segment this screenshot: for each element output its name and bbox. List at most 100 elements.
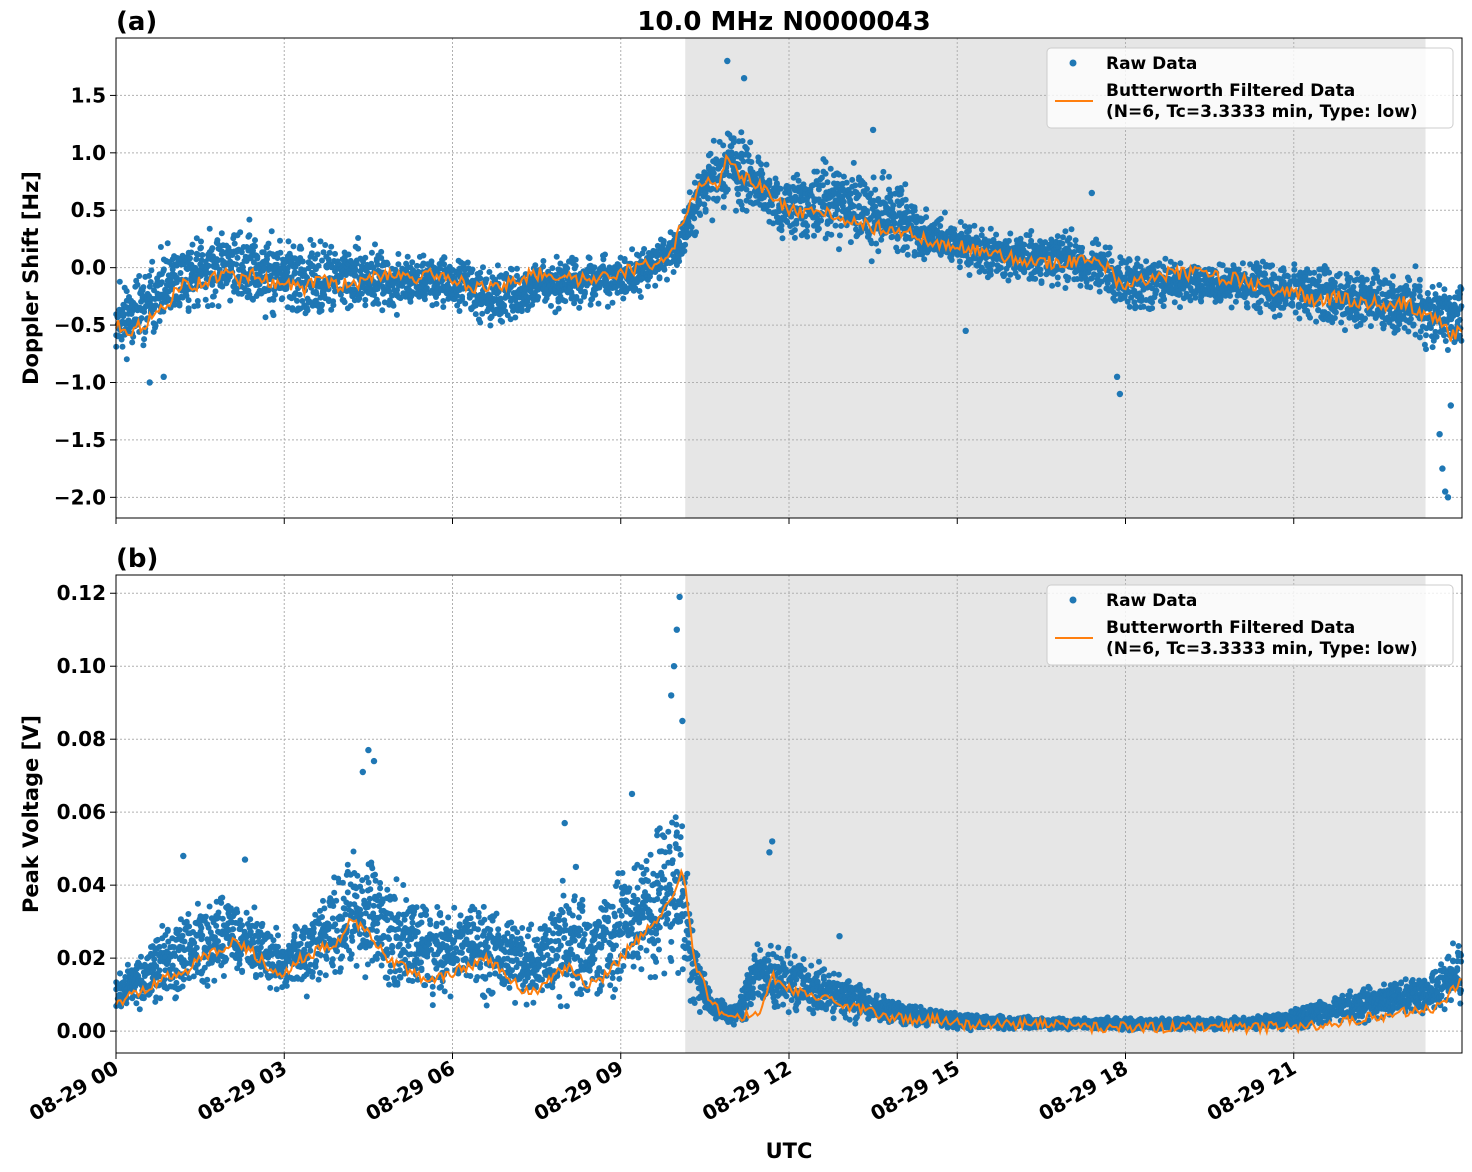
raw-data-point xyxy=(803,228,810,235)
raw-data-point xyxy=(1429,283,1436,290)
raw-data-point xyxy=(1143,258,1150,265)
raw-data-point xyxy=(164,926,171,933)
raw-data-point xyxy=(129,339,136,346)
raw-data-point xyxy=(1332,309,1339,316)
raw-data-point xyxy=(215,938,221,945)
raw-data-point xyxy=(834,206,841,213)
raw-data-point xyxy=(1441,293,1448,300)
raw-data-point xyxy=(307,236,314,243)
raw-data-point xyxy=(836,246,842,253)
raw-data-point xyxy=(185,297,192,304)
raw-data-point xyxy=(362,254,369,261)
raw-data-point xyxy=(872,186,879,193)
raw-data-point xyxy=(1054,281,1061,288)
raw-data-point xyxy=(902,196,909,203)
raw-data-point xyxy=(501,302,507,309)
raw-data-point xyxy=(1394,326,1401,333)
raw-data-point xyxy=(1362,315,1368,322)
raw-data-point xyxy=(1367,323,1374,330)
raw-data-point xyxy=(119,343,126,350)
raw-data-point xyxy=(701,201,708,208)
raw-data-point xyxy=(1095,241,1102,248)
raw-data-point xyxy=(204,976,211,983)
raw-data-point xyxy=(313,290,320,297)
panel-a-y-ticks: 1.51.00.50.0−0.5−1.0−1.5−2.0 xyxy=(54,83,116,509)
raw-data-point xyxy=(572,256,579,263)
raw-data-point xyxy=(686,189,693,196)
raw-data-point xyxy=(815,225,822,232)
raw-data-point xyxy=(864,210,870,216)
raw-data-point xyxy=(1326,269,1333,276)
raw-data-point xyxy=(171,301,178,308)
raw-data-point xyxy=(1059,240,1066,247)
raw-data-point xyxy=(1423,346,1429,353)
raw-data-point xyxy=(420,252,427,259)
raw-data-point xyxy=(213,922,220,929)
raw-data-point xyxy=(233,261,240,268)
raw-data-point xyxy=(495,288,502,295)
raw-data-point xyxy=(239,264,246,271)
raw-data-point xyxy=(215,909,222,916)
raw-data-point xyxy=(779,235,786,242)
raw-data-point xyxy=(870,174,877,181)
raw-data-point xyxy=(847,239,854,246)
raw-data-point xyxy=(289,306,296,313)
raw-data-point xyxy=(589,295,596,302)
raw-data-point xyxy=(777,185,784,192)
raw-data-point xyxy=(707,150,714,157)
raw-data-point xyxy=(971,222,978,229)
raw-data-point xyxy=(203,270,210,276)
raw-data-point xyxy=(508,266,515,273)
raw-outlier-point xyxy=(1439,465,1446,472)
raw-data-point xyxy=(889,233,896,240)
raw-data-point xyxy=(353,260,360,267)
raw-data-point xyxy=(317,238,324,245)
raw-data-point xyxy=(223,956,230,963)
raw-data-point xyxy=(1282,301,1289,308)
raw-data-point xyxy=(1280,267,1287,274)
raw-data-point xyxy=(636,288,643,294)
raw-data-point xyxy=(1244,304,1251,311)
raw-data-point xyxy=(159,922,166,929)
raw-data-point xyxy=(156,967,163,974)
raw-data-point xyxy=(320,249,327,256)
raw-data-point xyxy=(252,237,258,244)
raw-data-point xyxy=(923,206,930,213)
raw-data-point xyxy=(875,248,882,255)
raw-data-point xyxy=(1338,319,1345,326)
raw-data-point xyxy=(179,932,186,939)
raw-data-point xyxy=(745,152,752,159)
raw-data-point xyxy=(1454,311,1461,318)
raw-data-point xyxy=(553,253,560,260)
raw-data-point xyxy=(1289,302,1296,309)
raw-data-point xyxy=(127,324,134,331)
raw-data-point xyxy=(219,915,226,922)
raw-data-point xyxy=(441,254,448,261)
raw-data-point xyxy=(1442,338,1449,344)
raw-data-point xyxy=(832,222,839,229)
raw-data-point xyxy=(246,216,253,223)
raw-data-point xyxy=(202,913,209,920)
raw-data-point xyxy=(652,282,659,289)
raw-data-point xyxy=(299,298,306,304)
raw-data-point xyxy=(1256,264,1263,271)
raw-data-point xyxy=(710,170,717,177)
raw-data-point xyxy=(233,285,240,292)
raw-data-point xyxy=(710,137,717,144)
raw-data-point xyxy=(274,255,281,261)
raw-data-point xyxy=(1458,286,1465,292)
raw-data-point xyxy=(284,304,291,311)
raw-data-point xyxy=(748,159,755,165)
raw-data-point xyxy=(326,249,333,256)
raw-data-point xyxy=(138,315,145,322)
raw-data-point xyxy=(272,291,279,298)
raw-data-point xyxy=(189,241,196,248)
raw-data-point xyxy=(1007,271,1014,278)
raw-data-point xyxy=(529,301,536,308)
raw-data-point xyxy=(277,237,283,244)
raw-data-point xyxy=(571,300,578,307)
raw-data-point xyxy=(1160,303,1167,310)
raw-data-point xyxy=(176,927,183,933)
raw-data-point xyxy=(126,319,132,326)
panel-a-legend-filtered-params: (N=6, Tc=3.3333 min, Type: low) xyxy=(1106,102,1418,122)
